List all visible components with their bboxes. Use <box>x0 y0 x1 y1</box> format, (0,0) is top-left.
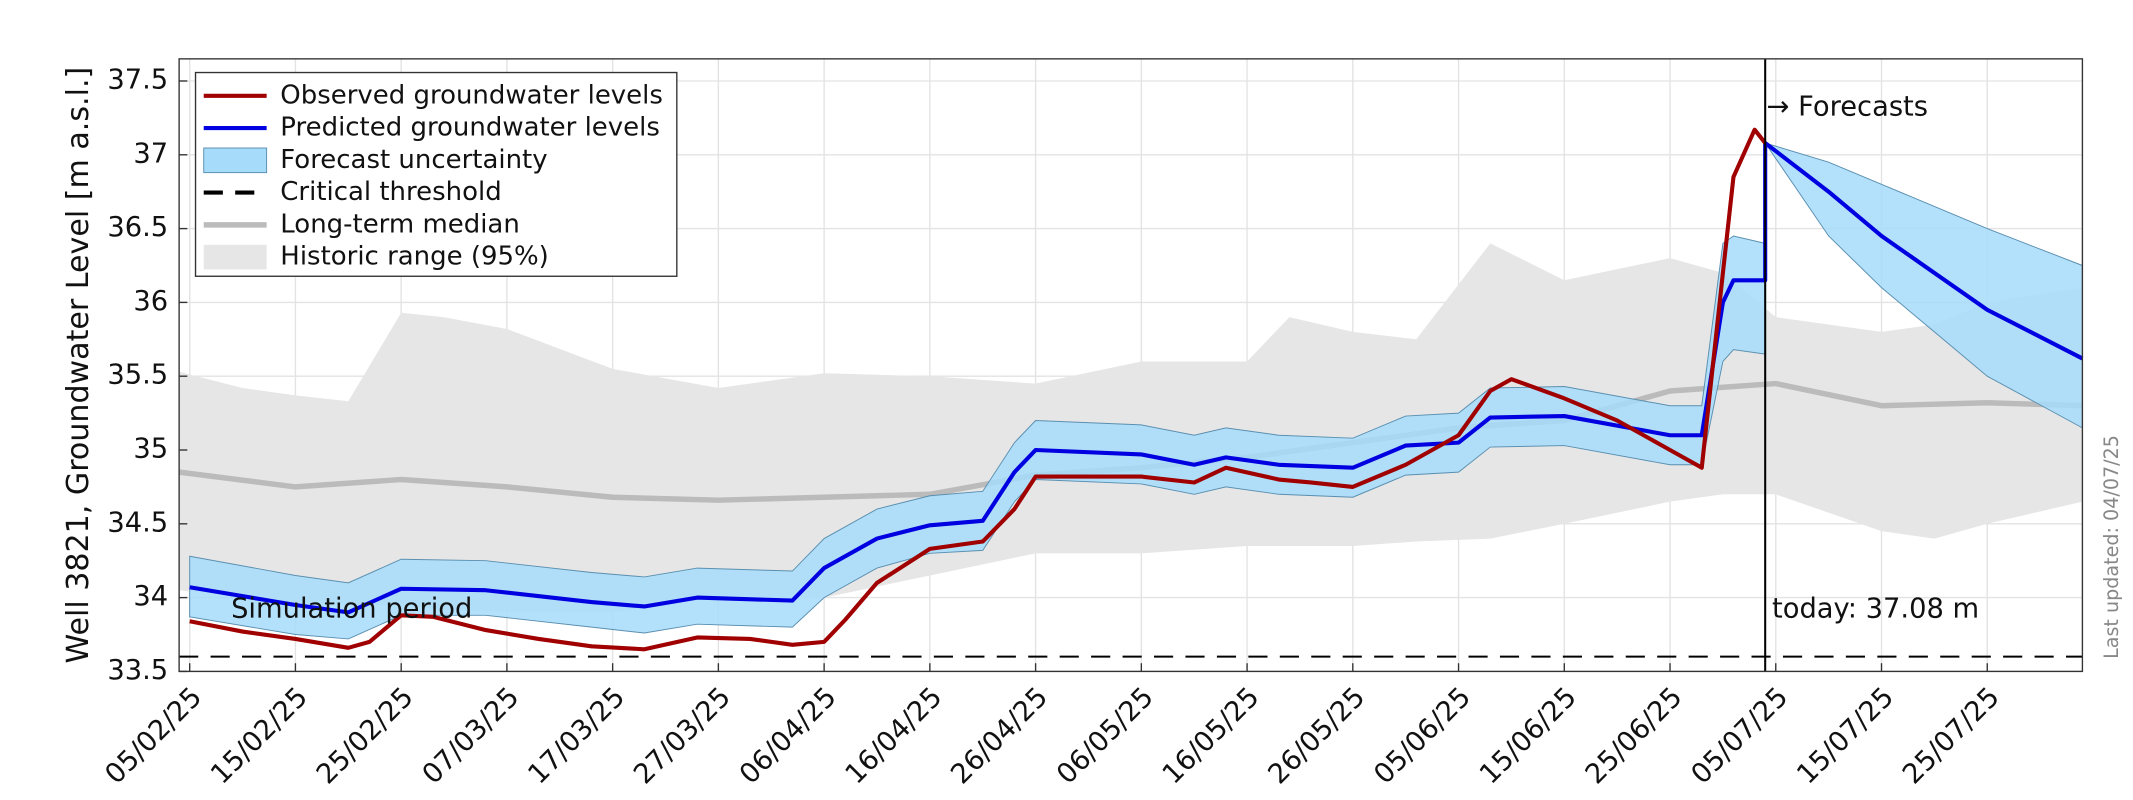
legend-swatch <box>203 147 268 174</box>
y-tick-label: 34.5 <box>107 507 168 538</box>
x-tick-label: 07/03/25 <box>417 682 526 791</box>
x-tick-label: 06/05/25 <box>1051 682 1160 791</box>
x-tick-label: 15/07/25 <box>1791 682 1900 791</box>
y-tick-label: 34 <box>133 581 168 612</box>
series-line <box>189 127 1767 652</box>
legend-label: Long-term median <box>280 209 520 239</box>
legend-swatch <box>203 244 267 270</box>
legend-label: Critical threshold <box>280 177 501 207</box>
x-tick-label: 06/04/25 <box>734 682 843 791</box>
y-tick-label: 37.5 <box>107 64 168 95</box>
legend-label: Forecast uncertainty <box>280 145 547 175</box>
y-tick-label: 35.5 <box>107 360 168 391</box>
x-tick-label: 05/06/25 <box>1368 682 1477 791</box>
y-tick-label: 37 <box>133 138 168 169</box>
x-tick-label: 26/05/25 <box>1263 682 1372 791</box>
forecasts-label: → Forecasts <box>1767 92 1928 123</box>
x-tick-label: 27/03/25 <box>628 682 737 791</box>
x-tick-label: 25/06/25 <box>1580 682 1689 791</box>
legend-label: Historic range (95%) <box>280 242 549 272</box>
x-tick-label: 05/02/25 <box>99 682 208 791</box>
y-tick-label: 35 <box>133 434 168 465</box>
today-label: today: 37.08 m <box>1772 593 1979 624</box>
x-tick-label: 25/02/25 <box>311 682 420 791</box>
legend-label: Observed groundwater levels <box>280 80 663 110</box>
updated-label: Last updated: 04/07/25 <box>2100 435 2123 659</box>
simulation-label: Simulation period <box>231 593 472 624</box>
x-tick-label: 15/06/25 <box>1474 682 1583 791</box>
legend-label: Predicted groundwater levels <box>280 113 660 143</box>
x-tick-label: 05/07/25 <box>1686 682 1795 791</box>
x-tick-label: 16/05/25 <box>1157 682 1266 791</box>
y-axis-label: Well 3821, Groundwater Level [m a.s.l.] <box>61 67 96 664</box>
plot-frame <box>178 58 2084 673</box>
y-tick-label: 33.5 <box>107 655 168 686</box>
legend-box <box>194 71 678 277</box>
x-tick-label: 16/04/25 <box>840 682 949 791</box>
x-tick-label: 15/02/25 <box>205 682 314 791</box>
x-tick-label: 17/03/25 <box>522 682 631 791</box>
plot-area <box>178 58 2084 673</box>
y-tick-label: 36.5 <box>107 212 168 243</box>
x-tick-label: 26/04/25 <box>945 682 1054 791</box>
x-tick-label: 25/07/25 <box>1897 682 2006 791</box>
y-tick-label: 36 <box>133 286 168 317</box>
